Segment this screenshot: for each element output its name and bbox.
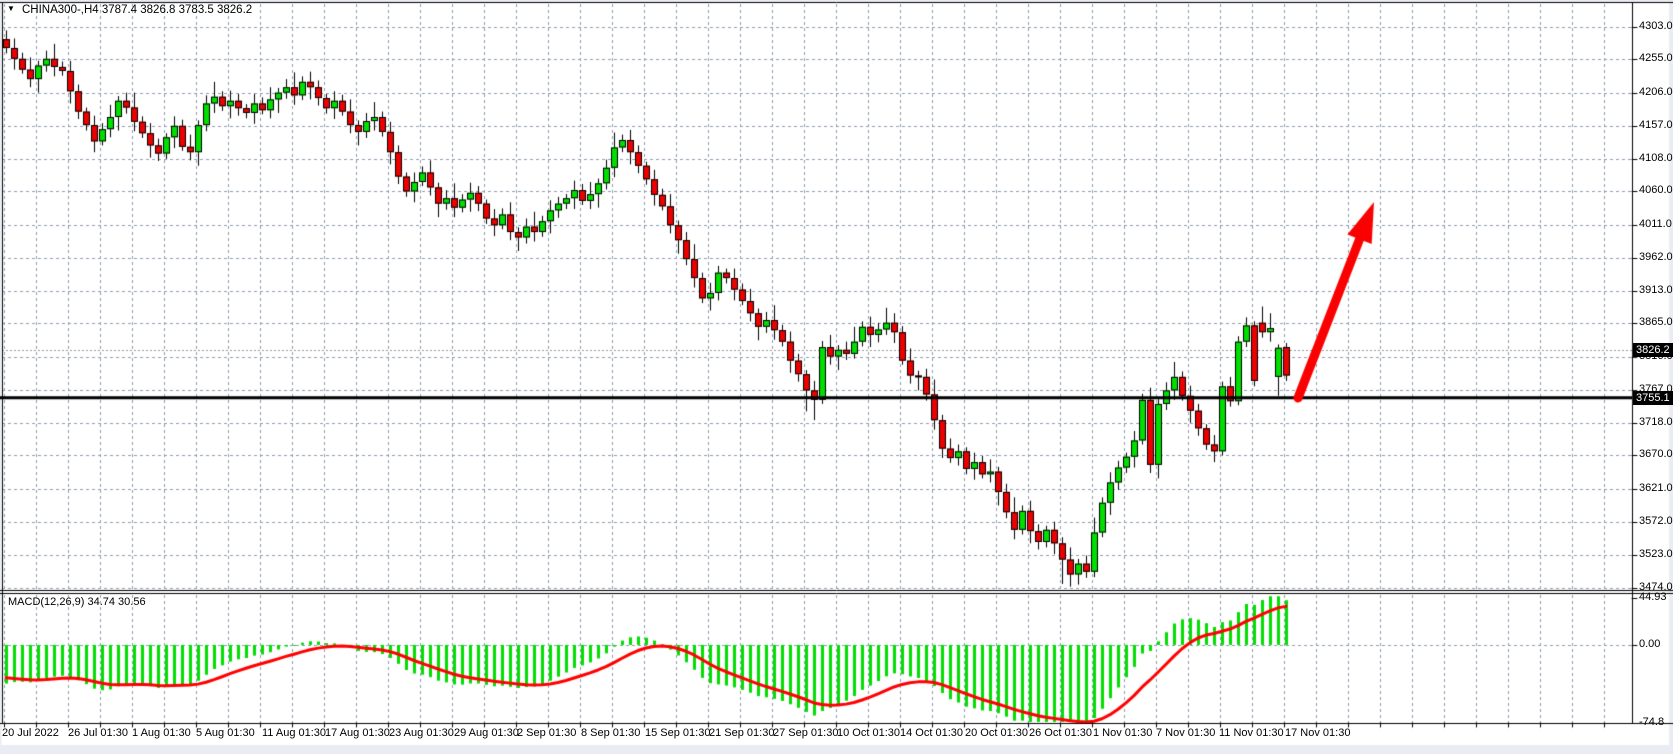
time-axis-label: 26 Oct 01:30 (1029, 727, 1092, 739)
macd-indicator-label: MACD(12,26,9) 34.74 30.56 (8, 596, 146, 608)
price-axis-label: 4206.0 (1639, 86, 1673, 98)
time-axis-label: 17 Aug 01:30 (325, 727, 390, 739)
macd-axis-label: 44.93 (1639, 591, 1667, 603)
time-axis-label: 20 Jul 2022 (2, 727, 59, 739)
price-axis-label: 3474.0 (1639, 581, 1673, 593)
macd-axis-label: 0.00 (1639, 638, 1661, 650)
time-axis-label: 20 Oct 01:30 (965, 727, 1028, 739)
macd-axis-label: -74.8 (1639, 716, 1665, 728)
time-axis-label: 1 Aug 01:30 (132, 727, 191, 739)
price-axis-label: 4255.0 (1639, 52, 1673, 64)
symbol-dropdown-icon[interactable]: ▼ (7, 4, 15, 13)
time-axis-label: 23 Aug 01:30 (389, 727, 454, 739)
symbol-title: CHINA300-,H4 3787.4 3826.8 3783.5 3826.2 (22, 4, 253, 16)
time-axis-label: 2 Sep 01:30 (517, 727, 577, 739)
price-axis-label: 3523.0 (1639, 548, 1673, 560)
time-axis-label: 11 Nov 01:30 (1219, 727, 1284, 739)
time-axis-label: 14 Oct 01:30 (900, 727, 963, 739)
price-axis-label: 3718.0 (1639, 416, 1673, 428)
time-axis-label: 1 Nov 01:30 (1093, 727, 1153, 739)
time-axis-label: 21 Sep 01:30 (709, 727, 775, 739)
price-axis-label: 3962.0 (1639, 251, 1673, 263)
time-axis-label: 8 Sep 01:30 (581, 727, 641, 739)
price-axis-label: 3913.0 (1639, 284, 1673, 296)
price-axis-label: 3621.0 (1639, 482, 1673, 494)
price-axis-label: 3865.0 (1639, 316, 1673, 328)
price-axis-label: 4157.0 (1639, 119, 1673, 131)
price-axis-label: 4011.0 (1639, 218, 1672, 230)
price-axis-label: 4108.0 (1639, 152, 1673, 164)
time-axis-label: 29 Aug 01:30 (454, 727, 519, 739)
price-axis-label: 3670.0 (1639, 448, 1673, 460)
time-axis-label: 17 Nov 01:30 (1285, 727, 1351, 739)
time-axis-label: 7 Nov 01:30 (1156, 727, 1216, 739)
time-axis-label: 10 Oct 01:30 (837, 727, 900, 739)
hline-price-badge: 3755.1 (1633, 391, 1673, 405)
time-axis-label: 26 Jul 01:30 (68, 727, 128, 739)
time-axis-label: 11 Aug 01:30 (262, 727, 327, 739)
price-axis-label: 4060.0 (1639, 184, 1673, 196)
time-axis-label: 27 Sep 01:30 (773, 727, 839, 739)
price-axis-label: 3572.0 (1639, 515, 1673, 527)
time-axis-label: 15 Sep 01:30 (645, 727, 711, 739)
time-axis-label: 5 Aug 01:30 (196, 727, 255, 739)
current-price-badge: 3826.2 (1633, 343, 1673, 357)
price-axis-label: 4303.0 (1639, 20, 1673, 32)
